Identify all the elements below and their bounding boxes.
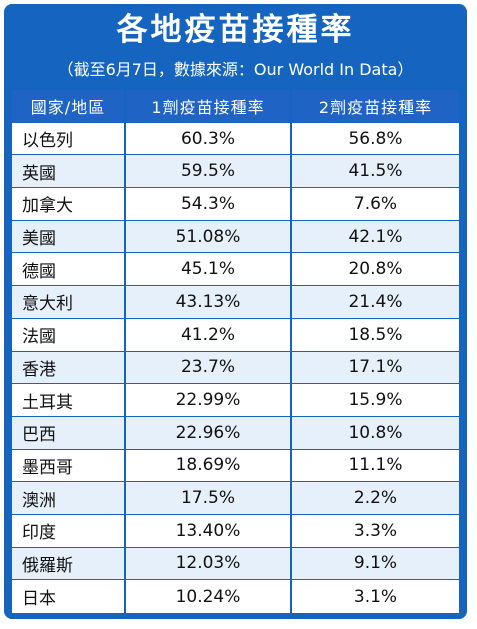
dose2-rate-cell: 2.2% [353, 488, 398, 509]
dose1-rate-cell: 43.13% [126, 286, 292, 318]
dose1-rate-cell: 18.69% [126, 449, 292, 482]
table-row: 英國 59.5% 41.5% [12, 155, 459, 189]
table-row: 俄羅斯 12.03% 9.1% [12, 547, 459, 581]
region-cell: 意大利 [12, 286, 126, 318]
dose1-rate-cell: 60.3% [126, 122, 292, 155]
dose1-rate-cell: 17.5% [126, 482, 292, 514]
dose1-rate-cell: 23.7% [126, 351, 292, 384]
table-header-row: 國家/地區 1劑疫苗接種率 2劑疫苗接種率 [12, 90, 459, 123]
dose1-rate-cell: 54.3% [126, 188, 292, 220]
region-cell: 澳洲 [12, 482, 126, 514]
chart-title: 各地疫苗接種率 [116, 12, 355, 48]
table-row: 意大利 43.13% 21.4% [12, 286, 459, 319]
table-row: 美國 51.08% 42.1% [12, 220, 459, 254]
dose2-rate-cell: 3.1% [353, 586, 398, 607]
dose2-rate-cell: 7.6% [353, 193, 398, 214]
region-cell: 土耳其 [12, 384, 126, 416]
column-header-region: 國家/地區 [12, 90, 126, 123]
table-row: 澳洲 17.5% 2.2% [12, 482, 459, 515]
table-row: 印度 13.40% 3.3% [12, 514, 459, 548]
table-row: 以色列 60.3% 56.8% [12, 122, 459, 156]
region-cell: 俄羅斯 [12, 547, 126, 580]
dose2-rate-cell: 9.1% [353, 553, 398, 574]
region-cell: 印度 [12, 514, 126, 547]
dose1-rate-cell: 13.40% [126, 514, 292, 547]
dose2-rate-cell: 20.8% [348, 259, 403, 280]
dose1-rate-cell: 12.03% [126, 547, 292, 580]
table-row: 加拿大 54.3% 7.6% [12, 188, 459, 221]
vaccination-table: 國家/地區 1劑疫苗接種率 2劑疫苗接種率 以色列 60.3% 56.8% 英國 59.… [12, 90, 459, 613]
table-row: 日本 10.24% 3.1% [12, 580, 459, 613]
column-header-dose1: 1劑疫苗接種率 [126, 90, 292, 123]
dose1-rate-cell: 45.1% [126, 253, 292, 286]
dose1-rate-cell: 10.24% [126, 580, 292, 613]
dose2-rate-cell: 42.1% [348, 226, 403, 247]
table-row: 土耳其 22.99% 15.9% [12, 384, 459, 417]
dose1-rate-cell: 22.96% [126, 416, 292, 449]
table-row: 墨西哥 18.69% 11.1% [12, 449, 459, 483]
dose2-rate-cell: 15.9% [348, 390, 403, 411]
region-cell: 英國 [12, 155, 126, 188]
table-row: 德國 45.1% 20.8% [12, 253, 459, 287]
dose2-rate-cell: 18.5% [348, 324, 403, 345]
region-cell: 日本 [12, 580, 126, 613]
region-cell: 加拿大 [12, 188, 126, 220]
dose2-rate-cell: 21.4% [348, 291, 403, 312]
table-frame: 各地疫苗接種率 （截至6月7日，數據來源：Our World In Data） … [4, 4, 467, 619]
dose1-rate-cell: 51.08% [126, 220, 292, 253]
dose2-rate-cell: 41.5% [348, 161, 403, 182]
dose1-rate-cell: 41.2% [126, 318, 292, 351]
dose2-rate-cell: 3.3% [353, 520, 398, 541]
dose2-rate-cell: 17.1% [348, 357, 403, 378]
region-cell: 巴西 [12, 416, 126, 449]
region-cell: 美國 [12, 220, 126, 253]
dose2-rate-cell: 56.8% [348, 128, 403, 149]
dose2-rate-cell: 11.1% [348, 455, 403, 476]
table-row: 香港 23.7% 17.1% [12, 351, 459, 385]
table-row: 巴西 22.96% 10.8% [12, 416, 459, 450]
region-cell: 香港 [12, 351, 126, 384]
region-cell: 法國 [12, 318, 126, 351]
region-cell: 以色列 [12, 122, 126, 155]
table-row: 法國 41.2% 18.5% [12, 318, 459, 352]
dose1-rate-cell: 59.5% [126, 155, 292, 188]
region-cell: 墨西哥 [12, 449, 126, 482]
dose1-rate-cell: 22.99% [126, 384, 292, 416]
region-cell: 德國 [12, 253, 126, 286]
dose2-rate-cell: 10.8% [348, 422, 403, 443]
chart-subtitle: （截至6月7日，數據來源：Our World In Data） [57, 60, 414, 79]
column-header-dose2: 2劑疫苗接種率 [318, 98, 433, 118]
